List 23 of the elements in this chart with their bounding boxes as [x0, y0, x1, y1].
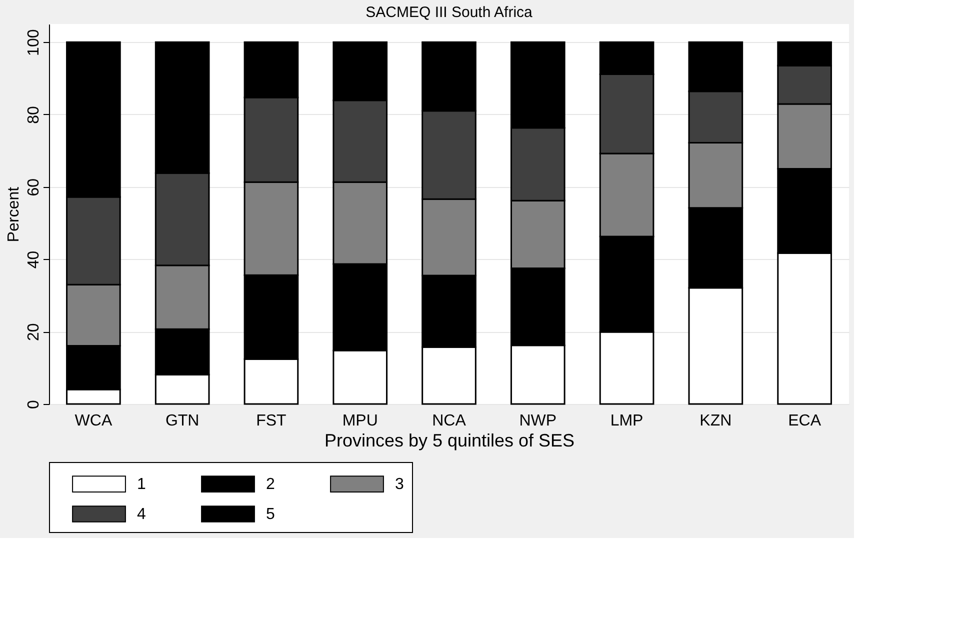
x-tick-label: WCA — [74, 412, 112, 430]
y-axis-title: Percent — [6, 186, 22, 242]
x-tick-label: NCA — [432, 412, 466, 430]
legend-label: 1 — [137, 476, 146, 494]
legend-label: 4 — [137, 506, 146, 523]
x-tick-label: FST — [256, 412, 287, 430]
chart-title: SACMEQ III South Africa — [366, 4, 534, 21]
y-tick-label: 0 — [26, 400, 42, 409]
x-axis-title: Provinces by 5 quintiles of SES — [324, 430, 575, 450]
x-tick-label: ECA — [788, 412, 822, 430]
x-tick-label: KZN — [700, 412, 732, 430]
x-tick-label: GTN — [165, 412, 200, 430]
legend-label: 5 — [266, 506, 275, 523]
legend-label: 2 — [266, 476, 275, 494]
legend-label: 3 — [395, 476, 404, 494]
x-tick-label: LMP — [610, 412, 644, 430]
x-tick-label: NWP — [519, 412, 557, 430]
x-tick-label: MPU — [342, 412, 378, 430]
y-tick-label: 40 — [26, 250, 42, 269]
y-tick-label: 60 — [26, 178, 42, 196]
y-tick-label: 100 — [26, 29, 42, 56]
y-tick-label: 20 — [26, 323, 42, 342]
y-tick-label: 80 — [26, 106, 42, 124]
